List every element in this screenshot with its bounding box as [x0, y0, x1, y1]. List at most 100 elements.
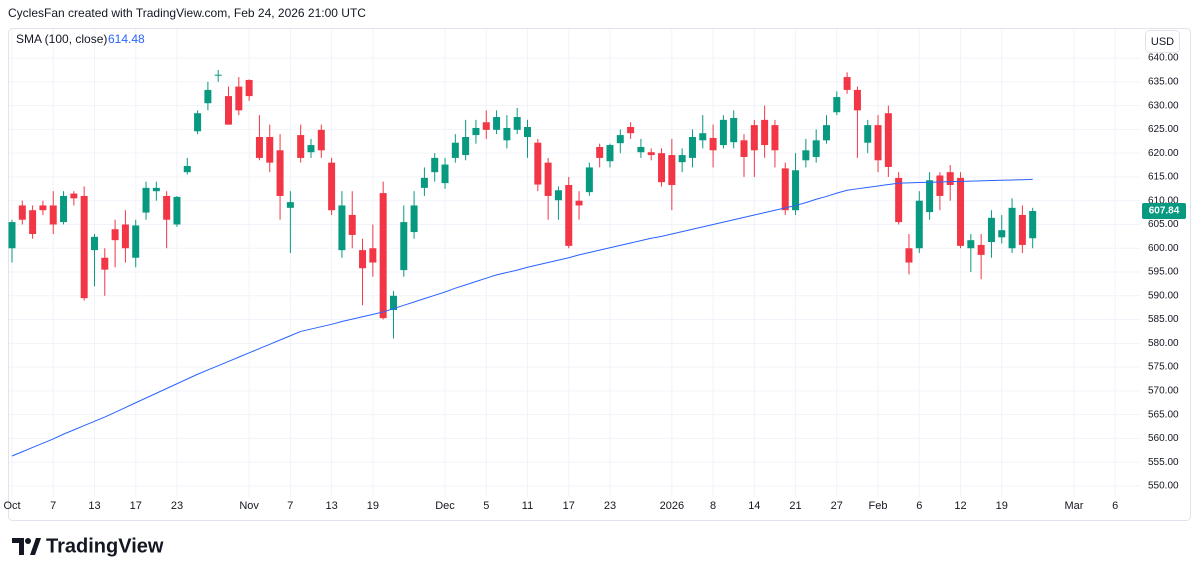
candle-body — [338, 205, 346, 251]
candle-body — [596, 146, 604, 158]
candle-body — [431, 157, 439, 173]
candle-body — [60, 195, 68, 223]
x-tick-label: 21 — [789, 500, 801, 512]
sma-line — [11, 178, 1033, 457]
y-tick-label: 620.00 — [1148, 148, 1179, 159]
y-tick-label: 625.00 — [1148, 124, 1179, 135]
candle-body — [328, 162, 336, 211]
candle-body — [936, 175, 944, 196]
x-tick-label: 7 — [50, 500, 56, 512]
candle-body — [957, 177, 965, 246]
last-price-label: 607.84 — [1149, 206, 1180, 217]
candle-body — [286, 202, 294, 208]
y-tick-label: 590.00 — [1148, 290, 1179, 301]
x-tick-label: 23 — [171, 500, 183, 512]
candle-body — [8, 222, 16, 249]
x-tick-label: 5 — [483, 500, 489, 512]
x-tick-label: 23 — [604, 500, 616, 512]
candle-body — [420, 177, 428, 188]
candle-body — [658, 153, 666, 183]
candle-body — [266, 136, 274, 163]
candle-body — [843, 77, 851, 90]
x-tick-label: 17 — [563, 500, 575, 512]
last-price-tag — [1142, 202, 1186, 219]
y-tick-label: 600.00 — [1148, 243, 1179, 254]
y-tick-label: 605.00 — [1148, 219, 1179, 230]
candle-body — [761, 119, 769, 146]
x-tick-label: Oct — [3, 500, 20, 512]
candle-body — [1018, 214, 1026, 245]
candle-body — [276, 150, 284, 196]
x-tick-label: 6 — [916, 500, 922, 512]
candle-body — [183, 165, 191, 173]
logo-mark — [30, 538, 41, 555]
x-tick-label: 13 — [88, 500, 100, 512]
candle-body — [554, 190, 562, 201]
attribution: CyclesFan created with TradingView.com, … — [8, 6, 366, 20]
x-tick-label: Dec — [435, 500, 455, 512]
y-tick-label: 565.00 — [1148, 409, 1179, 420]
candle-body — [225, 96, 233, 125]
currency-label: USD — [1151, 36, 1174, 48]
candle-body — [173, 196, 181, 225]
candle-body — [688, 136, 696, 158]
candle-body — [915, 200, 923, 249]
chart-frame — [8, 28, 1191, 521]
y-tick-label: 610.00 — [1148, 195, 1179, 206]
logo-mark — [12, 538, 24, 555]
y-tick-label: 640.00 — [1148, 53, 1179, 64]
candle-body — [204, 89, 212, 104]
y-tick-label: 595.00 — [1148, 267, 1179, 278]
candle-body — [637, 146, 645, 153]
y-tick-label: 585.00 — [1148, 314, 1179, 325]
candle-body — [740, 140, 748, 157]
candle-body — [544, 162, 552, 196]
indicator-value: 614.48 — [108, 32, 145, 46]
candle-body — [926, 180, 934, 213]
candle-body — [121, 224, 129, 249]
candle-body — [616, 135, 624, 144]
candle-body — [585, 167, 593, 193]
candle-body — [441, 164, 449, 184]
candle-body — [534, 142, 542, 185]
candle-body — [18, 205, 26, 220]
candle-body — [451, 142, 459, 158]
candle-body — [998, 230, 1006, 238]
candle-body — [152, 187, 160, 192]
candle-body — [730, 117, 738, 143]
candle-body — [39, 205, 47, 211]
y-tick-label: 555.00 — [1148, 457, 1179, 468]
candle-body — [719, 119, 727, 146]
candle-body — [348, 214, 356, 235]
candle-body — [1029, 210, 1037, 239]
candle-body — [884, 113, 892, 167]
candle-body — [194, 113, 202, 132]
candle-body — [493, 117, 501, 130]
candle-body — [678, 155, 686, 163]
candle-body — [874, 125, 882, 161]
candle-body — [163, 195, 171, 220]
candle-body — [400, 222, 408, 271]
y-tick-label: 560.00 — [1148, 433, 1179, 444]
indicator-name: SMA (100, close) — [16, 32, 107, 46]
axes: 550.00 555.00 560.00 565.00 570.00 575.00 580.… — [3, 53, 1186, 512]
candle-body — [111, 229, 119, 241]
candle-body — [864, 125, 872, 143]
candle-body — [472, 127, 480, 136]
candle-body — [235, 86, 243, 111]
candle-body — [853, 89, 861, 111]
candle-body — [606, 145, 614, 162]
candle-body — [132, 225, 140, 258]
candle-body — [255, 136, 263, 158]
candle-body — [101, 257, 109, 270]
y-tick-label: 580.00 — [1148, 338, 1179, 349]
candle-body — [90, 236, 98, 251]
currency-button[interactable] — [1145, 30, 1180, 53]
x-tick-label: 13 — [325, 500, 337, 512]
x-tick-label: 2026 — [660, 500, 684, 512]
y-tick-label: 635.00 — [1148, 76, 1179, 87]
candle-body — [812, 140, 820, 157]
x-tick-label: 27 — [831, 500, 843, 512]
y-tick-label: 570.00 — [1148, 386, 1179, 397]
y-tick-label: 615.00 — [1148, 172, 1179, 183]
